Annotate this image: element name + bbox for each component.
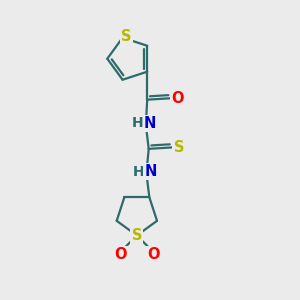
Text: S: S xyxy=(173,140,184,155)
Text: N: N xyxy=(145,164,157,179)
Text: S: S xyxy=(121,29,131,44)
Text: O: O xyxy=(114,247,127,262)
Text: O: O xyxy=(147,247,159,262)
Text: H: H xyxy=(132,116,143,130)
Text: H: H xyxy=(132,164,144,178)
Text: O: O xyxy=(171,91,184,106)
Text: N: N xyxy=(144,116,156,131)
Text: S: S xyxy=(132,228,142,243)
